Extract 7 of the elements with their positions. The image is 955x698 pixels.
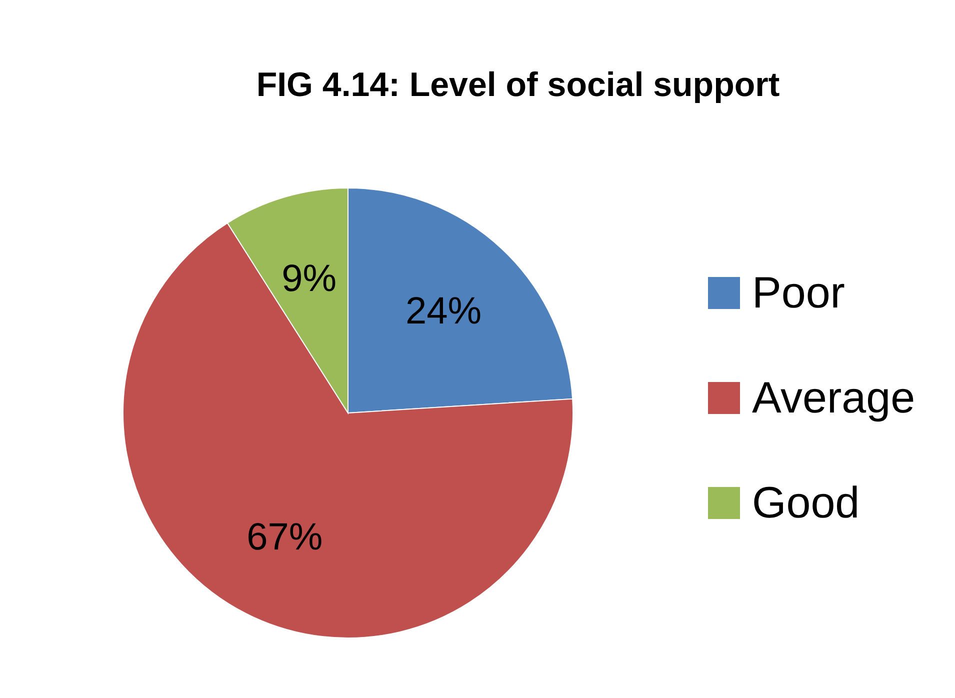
legend-label: Poor bbox=[752, 268, 845, 318]
legend-label: Average bbox=[752, 374, 916, 422]
legend-label: Good bbox=[752, 478, 860, 528]
chart-title: FIG 4.14: Level of social support bbox=[256, 66, 780, 104]
data-label: 24% bbox=[405, 290, 482, 332]
data-label: 9% bbox=[282, 258, 337, 300]
data-label: 67% bbox=[246, 516, 323, 558]
